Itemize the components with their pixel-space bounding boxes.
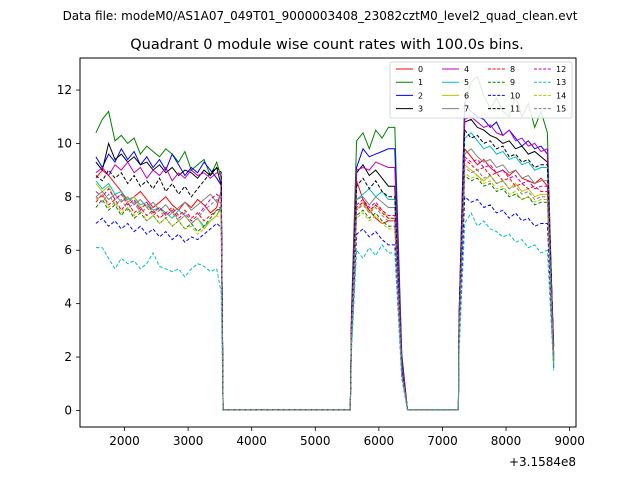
legend-label-6: 6 <box>464 91 469 100</box>
legend-label-0: 0 <box>418 65 423 74</box>
series-line-11 <box>95 128 555 411</box>
chart-suptitle: Data file: modeM0/AS1A07_049T01_90000034… <box>63 9 578 23</box>
series-line-15 <box>95 166 555 411</box>
y-tick-label: 12 <box>57 83 72 97</box>
series-line-7 <box>95 148 555 411</box>
y-tick-label: 6 <box>64 243 72 257</box>
legend-label-10: 10 <box>510 91 520 100</box>
axes-ticks: 2000 3000 4000 5000 6000 7000 8000 9000 0 2 4 6 8 10 1… <box>57 83 585 448</box>
series-line-14 <box>95 171 555 411</box>
legend-label-11: 11 <box>510 105 520 114</box>
x-tick-label: 4000 <box>236 434 267 448</box>
legend-frame <box>389 61 573 119</box>
legend-label-15: 15 <box>556 105 566 114</box>
series-line-8 <box>95 158 555 411</box>
plot-lines <box>95 75 555 411</box>
y-tick-label: 2 <box>64 350 72 364</box>
x-tick-label: 5000 <box>300 434 331 448</box>
series-line-2 <box>95 102 555 411</box>
series-line-0 <box>95 147 555 411</box>
x-tick-label: 6000 <box>364 434 395 448</box>
series-line-10 <box>95 195 555 411</box>
y-tick-label: 10 <box>57 136 72 150</box>
y-tick-label: 0 <box>64 403 72 417</box>
legend-label-14: 14 <box>556 91 566 100</box>
y-tick-label: 8 <box>64 190 72 204</box>
chart-title: Quadrant 0 module wise count rates with … <box>130 37 524 53</box>
plot-frame <box>79 57 577 428</box>
series-line-13 <box>95 211 555 411</box>
x-tick-label: 7000 <box>427 434 458 448</box>
legend-label-4: 4 <box>464 65 469 74</box>
legend-label-7: 7 <box>464 105 469 114</box>
series-line-12 <box>95 155 555 411</box>
x-tick-label: 3000 <box>173 434 204 448</box>
x-tick-label: 8000 <box>491 434 522 448</box>
legend-label-3: 3 <box>418 105 423 114</box>
y-tick-label: 4 <box>64 297 72 311</box>
x-offset-label: +3.1584e8 <box>509 455 576 469</box>
legend-label-12: 12 <box>556 65 566 74</box>
legend-label-8: 8 <box>510 65 515 74</box>
legend-label-1: 1 <box>418 78 423 87</box>
legend-label-9: 9 <box>510 78 515 87</box>
legend-label-5: 5 <box>464 78 469 87</box>
x-tick-label: 2000 <box>109 434 140 448</box>
legend-label-2: 2 <box>418 91 423 100</box>
series-line-4 <box>95 116 555 411</box>
x-tick-label: 9000 <box>554 434 585 448</box>
legend-label-13: 13 <box>556 78 566 87</box>
